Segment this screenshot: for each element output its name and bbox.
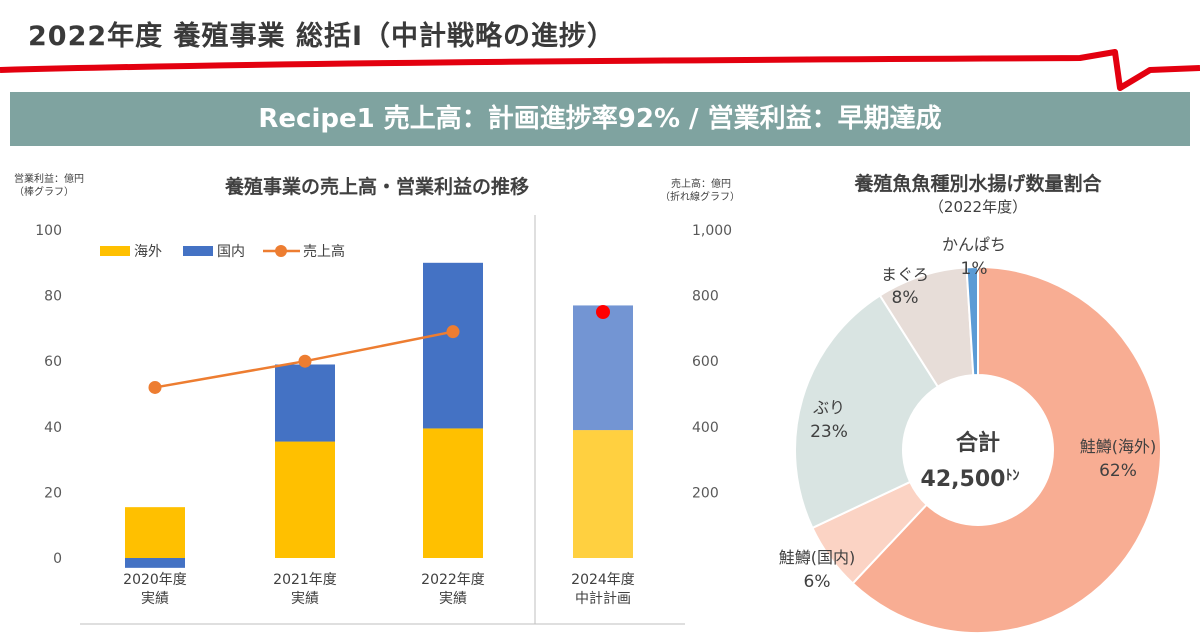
sales-profit-chart: 養殖事業の売上高・営業利益の推移 営業利益：億円 （棒グラフ） 売上高：億円 （… bbox=[14, 172, 740, 625]
y2-tick-label: 400 bbox=[692, 420, 719, 436]
y-tick-label: 0 bbox=[53, 551, 62, 567]
title-underline-swoosh bbox=[0, 49, 1200, 91]
x-tick-label-line2: 中計計画 bbox=[575, 591, 631, 607]
slice-percent-label: 6% bbox=[804, 572, 831, 592]
donut-slice bbox=[965, 265, 979, 377]
bar-overseas bbox=[573, 430, 633, 558]
y2-tick-label: 800 bbox=[692, 289, 719, 305]
y2-axis-label-line2: （折れ線グラフ） bbox=[660, 190, 740, 203]
bar-domestic bbox=[275, 364, 335, 442]
legend-label-overseas: 海外 bbox=[134, 244, 162, 260]
pie-chart-subtitle: （2022年度） bbox=[929, 198, 1027, 216]
slice-name-label: 鮭鱒(海外) bbox=[1080, 437, 1157, 456]
x-tick-label-line1: 2020年度 bbox=[123, 572, 187, 588]
y-tick-label: 40 bbox=[44, 420, 62, 436]
charts-area: 養殖事業の売上高・営業利益の推移 営業利益：億円 （棒グラフ） 売上高：億円 （… bbox=[14, 172, 1162, 634]
donut-center-total: 42,500ﾄﾝ bbox=[921, 467, 1020, 492]
x-tick-label-line2: 実績 bbox=[439, 591, 467, 607]
y2-tick-label: 1,000 bbox=[692, 223, 732, 239]
bar-chart-title: 養殖事業の売上高・営業利益の推移 bbox=[224, 175, 529, 198]
sales-point bbox=[446, 325, 460, 339]
donut-center-label: 合計 bbox=[956, 430, 1000, 456]
bar-overseas bbox=[125, 507, 185, 558]
slice-name-label: まぐろ bbox=[881, 265, 929, 284]
y-axis-label-line1: 営業利益：億円 bbox=[14, 172, 84, 185]
page-title: 2022年度 養殖事業 総括Ⅰ（中計戦略の進捗） bbox=[28, 21, 615, 52]
legend-marker-sales bbox=[275, 245, 287, 257]
bar-chart-legend: 海外 国内 売上高 bbox=[100, 243, 345, 260]
species-share-donut: 養殖魚魚種別水揚げ数量割合 （2022年度） 鮭鱒(海外) 62% 鮭鱒(国内) 6%… bbox=[779, 172, 1162, 634]
legend-swatch-overseas bbox=[100, 246, 130, 256]
bar-domestic bbox=[423, 262, 483, 429]
slice-name-label: 鮭鱒(国内) bbox=[779, 548, 856, 567]
y-tick-label: 60 bbox=[44, 354, 62, 370]
legend-swatch-domestic bbox=[183, 246, 213, 256]
y-tick-label: 20 bbox=[44, 485, 62, 501]
x-tick-label-line1: 2022年度 bbox=[421, 572, 485, 588]
summary-banner: Recipe1 売上高：計画進捗率92% / 営業利益：早期達成 bbox=[10, 92, 1190, 146]
y2-tick-label: 600 bbox=[692, 354, 719, 370]
donut-slice bbox=[794, 294, 940, 530]
y2-axis-label-line1: 売上高：億円 bbox=[671, 177, 731, 190]
slice-percent-label: 1% bbox=[961, 259, 988, 279]
bar-domestic bbox=[125, 558, 185, 568]
y-tick-label: 100 bbox=[35, 223, 62, 239]
x-tick-label-line1: 2021年度 bbox=[273, 572, 337, 588]
legend-label-domestic: 国内 bbox=[217, 244, 245, 260]
x-tick-label-line1: 2024年度 bbox=[571, 572, 635, 588]
slice-percent-label: 8% bbox=[892, 288, 919, 308]
y2-tick-label: 200 bbox=[692, 485, 719, 501]
x-tick-label-line2: 実績 bbox=[291, 591, 319, 607]
donut-slice bbox=[851, 265, 1162, 634]
slice-name-label: かんぱち bbox=[942, 235, 1006, 254]
sales-point bbox=[298, 354, 312, 368]
y-axis-label-line2: （棒グラフ） bbox=[14, 185, 74, 198]
slice-name-label: ぶり bbox=[813, 398, 845, 417]
slice-percent-label: 62% bbox=[1099, 461, 1137, 481]
bar-domestic bbox=[573, 305, 633, 431]
slice-percent-label: 23% bbox=[810, 422, 848, 442]
x-tick-label-line2: 実績 bbox=[141, 591, 169, 607]
pie-chart-title: 養殖魚魚種別水揚げ数量割合 bbox=[853, 172, 1102, 195]
sales-point bbox=[148, 380, 162, 394]
bar-overseas bbox=[275, 441, 335, 558]
sales-plan-point bbox=[596, 305, 610, 319]
legend-label-sales: 売上高 bbox=[303, 243, 345, 260]
bar-overseas bbox=[423, 428, 483, 558]
y-tick-label: 80 bbox=[44, 289, 62, 305]
